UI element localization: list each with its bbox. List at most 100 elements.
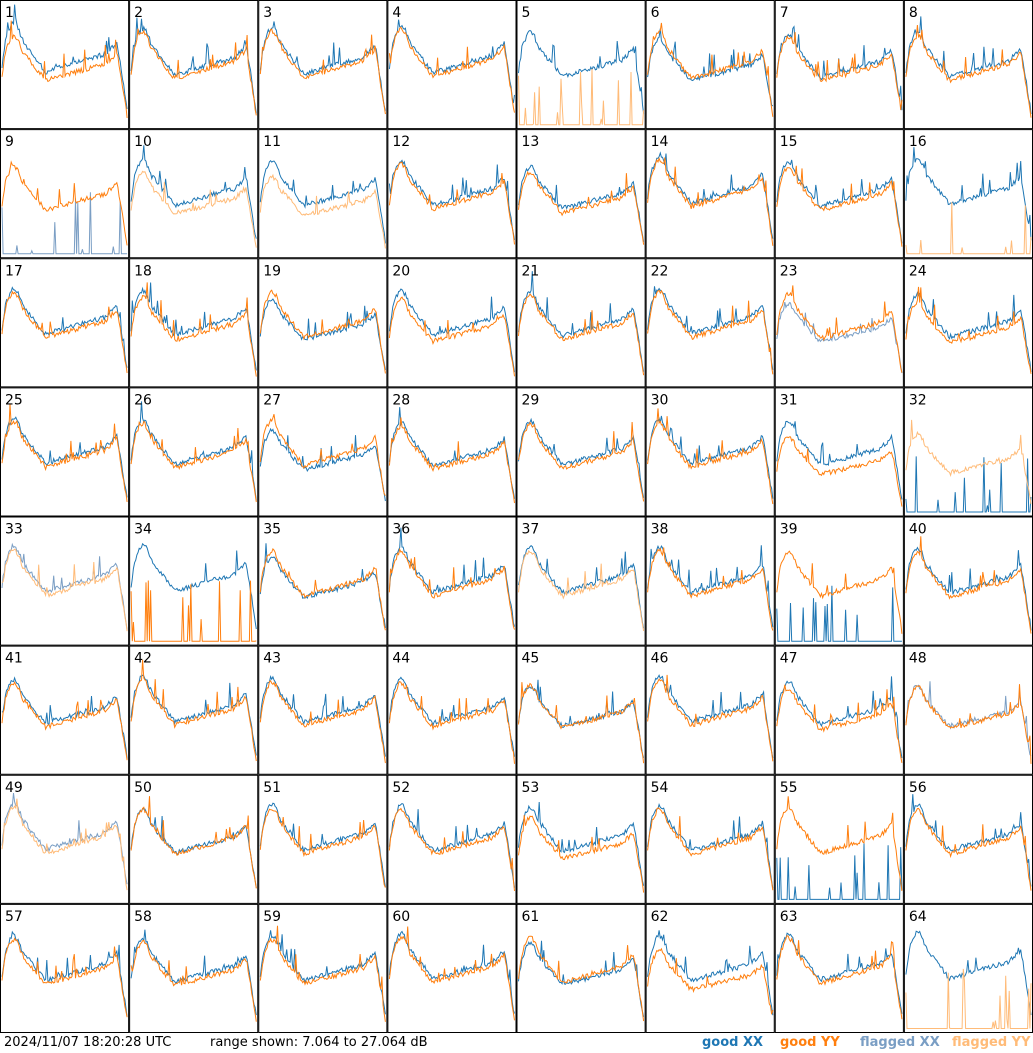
antenna-panel-53: 53 [516,774,646,904]
trace-xx-28 [388,407,515,499]
panel-label-5: 5 [522,5,531,21]
trace-xx-25 [1,416,128,498]
trace-xx-41 [1,676,128,759]
trace-yy-50 [130,796,257,889]
panel-label-12: 12 [392,134,410,150]
antenna-panel-13: 13 [516,129,646,259]
panel-frame [387,0,517,130]
antenna-panel-25: 25 [0,387,130,517]
trace-xx-6 [647,28,774,107]
panel-label-60: 60 [392,909,410,925]
trace-yy-15 [776,165,903,247]
antenna-panel-55: 55 [774,774,904,904]
trace-yy-14 [647,157,774,246]
trace-yy-6 [647,22,774,117]
trace-xx-2 [130,17,257,114]
legend-good-xx: good XX [702,1035,764,1050]
trace-yy-13 [518,170,645,245]
trace-yy-27 [259,414,386,496]
antenna-panel-3: 3 [258,0,388,130]
legend-flagged-yy: flagged YY [952,1035,1031,1050]
trace-xx-15 [776,159,903,244]
antenna-panel-5: 5 [516,0,646,130]
antenna-panel-58: 58 [129,903,259,1033]
antenna-panel-12: 12 [387,129,517,259]
panel-label-19: 19 [263,263,281,279]
antenna-panel-47: 47 [774,645,904,775]
antenna-panel-50: 50 [129,774,259,904]
trace-xx-32 [905,456,1032,513]
trace-xx-29 [518,417,645,498]
trace-yy-7 [776,32,903,111]
antenna-panel-23: 23 [774,258,904,388]
panel-frame [903,516,1033,646]
panel-label-28: 28 [392,392,410,408]
antenna-panel-28: 28 [387,387,517,517]
trace-xx-58 [130,929,257,1016]
antenna-panel-54: 54 [645,774,775,904]
panel-label-22: 22 [651,263,669,279]
trace-xx-48 [905,681,1032,757]
antenna-panel-24: 24 [903,258,1033,388]
antenna-panel-40: 40 [903,516,1033,646]
panel-label-57: 57 [5,909,23,925]
trace-yy-55 [776,796,903,891]
trace-yy-5 [518,68,645,126]
panel-label-21: 21 [522,263,540,279]
trace-xx-33 [1,542,128,630]
trace-xx-27 [259,427,386,502]
antenna-panel-15: 15 [774,129,904,259]
panel-frame [516,0,646,130]
antenna-panel-26: 26 [129,387,259,517]
trace-yy-57 [1,937,128,1018]
panel-frame [645,903,775,1033]
trace-xx-20 [388,288,515,373]
panel-label-39: 39 [780,522,798,538]
trace-xx-60 [388,930,515,1014]
panel-frame [129,774,259,904]
antenna-panel-4: 4 [387,0,517,130]
antenna-panel-64: 64 [903,903,1033,1033]
antenna-panel-30: 30 [645,387,775,517]
panel-frame [258,129,388,259]
panel-label-10: 10 [134,134,152,150]
panel-label-25: 25 [5,392,23,408]
panel-frame [774,903,904,1033]
trace-yy-34 [130,580,257,642]
trace-xx-39 [776,585,902,642]
trace-yy-24 [905,286,1032,374]
trace-xx-61 [518,940,645,1018]
panel-frame [903,0,1033,130]
panel-label-32: 32 [909,392,927,408]
panel-label-58: 58 [134,909,152,925]
trace-yy-46 [647,674,774,762]
antenna-panel-60: 60 [387,903,517,1033]
trace-yy-35 [259,547,386,631]
panel-label-50: 50 [134,780,152,796]
antenna-panel-27: 27 [258,387,388,517]
antenna-panel-63: 63 [774,903,904,1033]
trace-yy-53 [518,815,645,893]
panel-frame [387,774,517,904]
trace-yy-43 [259,680,386,764]
trace-yy-52 [388,807,515,892]
trace-xx-21 [518,271,645,372]
panel-label-6: 6 [651,5,660,21]
trace-yy-38 [647,547,774,631]
trace-xx-11 [259,159,386,244]
panel-label-4: 4 [392,5,401,21]
antenna-panel-46: 46 [645,645,775,775]
trace-yy-19 [259,289,386,374]
range-shown: range shown: 7.064 to 27.064 dB [210,1035,428,1050]
trace-xx-10 [130,145,257,239]
trace-yy-23 [776,285,903,373]
panel-label-40: 40 [909,522,927,538]
panel-frame [129,903,259,1033]
trace-xx-22 [647,286,774,370]
antenna-panel-1: 1 [0,0,130,130]
antenna-panel-6: 6 [645,0,775,130]
antenna-panel-35: 35 [258,516,388,646]
trace-yy-10 [130,170,257,248]
trace-xx-49 [1,793,128,885]
panel-label-17: 17 [5,263,23,279]
